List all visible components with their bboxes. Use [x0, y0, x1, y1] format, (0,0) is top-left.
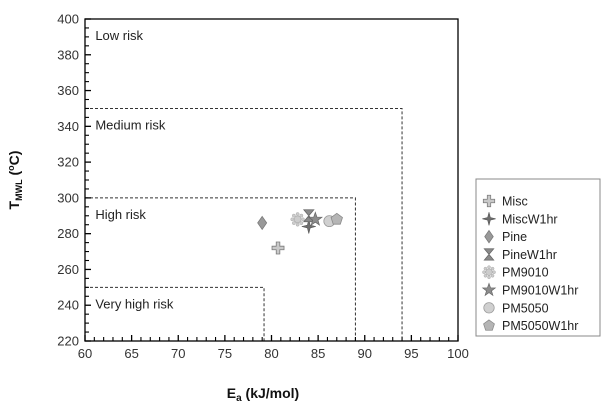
x-tick-label: 65 — [124, 346, 138, 361]
marker-cross4 — [301, 219, 316, 234]
x-tick-label: 70 — [171, 346, 185, 361]
marker-star — [481, 282, 497, 297]
x-tick-label: 80 — [264, 346, 278, 361]
marker-sun — [290, 212, 305, 227]
y-tick-label: 340 — [57, 119, 79, 134]
risk-zone-label: High risk — [95, 207, 146, 222]
legend-item: PineW1hr — [483, 248, 557, 262]
legend-label: Pine — [502, 230, 527, 244]
x-tick-label: 75 — [218, 346, 232, 361]
x-tick-label: 60 — [78, 346, 92, 361]
marker-diamond — [257, 215, 268, 231]
y-tick-label: 260 — [57, 262, 79, 277]
x-tick-label: 85 — [311, 346, 325, 361]
y-tick-label: 240 — [57, 298, 79, 313]
data-points — [257, 209, 343, 255]
legend: Misc MiscW1hr Pine PineW1hr PM9010 PM9010W1hr… — [475, 178, 601, 337]
risk-zone-label: Very high risk — [95, 296, 174, 311]
x-tick-label: 95 — [404, 346, 418, 361]
risk-zone-label: Medium risk — [95, 118, 166, 133]
risk-zone-boundary — [85, 286, 265, 341]
legend-label: PM5050W1hr — [502, 319, 578, 333]
marker-plus — [271, 241, 285, 255]
legend-label: PM9010 — [502, 266, 549, 280]
marker-pentagon — [330, 212, 343, 225]
legend-box — [475, 178, 601, 337]
y-tick-label: 360 — [57, 83, 79, 98]
marker-star — [307, 211, 323, 226]
x-tick-label: 90 — [358, 346, 372, 361]
risk-zone-boundary — [85, 197, 356, 341]
y-axis-title: TMWL (oC) — [6, 151, 24, 210]
y-tick-label: 280 — [57, 226, 79, 241]
legend-label: PM5050 — [502, 301, 549, 315]
y-tick-label: 320 — [57, 155, 79, 170]
marker-cross4 — [482, 212, 496, 226]
risk-zones: Low risk Medium risk High risk Very high ri… — [85, 28, 403, 341]
legend-item: MiscW1hr — [482, 212, 558, 226]
risk-zone-label: Low risk — [95, 28, 143, 43]
marker-sun — [482, 265, 496, 279]
legend-item: Pine — [484, 229, 527, 244]
y-tick-label: 220 — [57, 334, 79, 349]
legend-item: PM5050W1hr — [483, 319, 578, 333]
y-tick-label: 300 — [57, 190, 79, 205]
legend-label: PM9010W1hr — [502, 284, 578, 298]
risk-zone-boundary — [85, 107, 403, 341]
legend-label: MiscW1hr — [502, 212, 558, 226]
legend-item: Misc — [482, 194, 528, 209]
marker-diamond — [484, 229, 494, 244]
legend-item: PM9010W1hr — [481, 282, 578, 298]
y-tick-label: 380 — [57, 47, 79, 62]
x-tick-label: 100 — [447, 346, 469, 361]
axes: 60 65 70 75 80 85 90 95 100 220 240 260 280 300 320 340… — [57, 12, 469, 362]
x-axis-title: Ea (kJ/mol) — [227, 385, 299, 403]
marker-pentagon — [483, 319, 495, 331]
legend-item: PM9010 — [482, 265, 549, 280]
legend-item: PM5050 — [483, 301, 549, 315]
marker-hourglass — [483, 248, 495, 261]
y-tick-label: 400 — [57, 12, 79, 27]
legend-label: PineW1hr — [502, 248, 557, 262]
marker-plus — [482, 194, 496, 208]
marker-circle — [483, 302, 495, 314]
legend-label: Misc — [502, 195, 528, 209]
